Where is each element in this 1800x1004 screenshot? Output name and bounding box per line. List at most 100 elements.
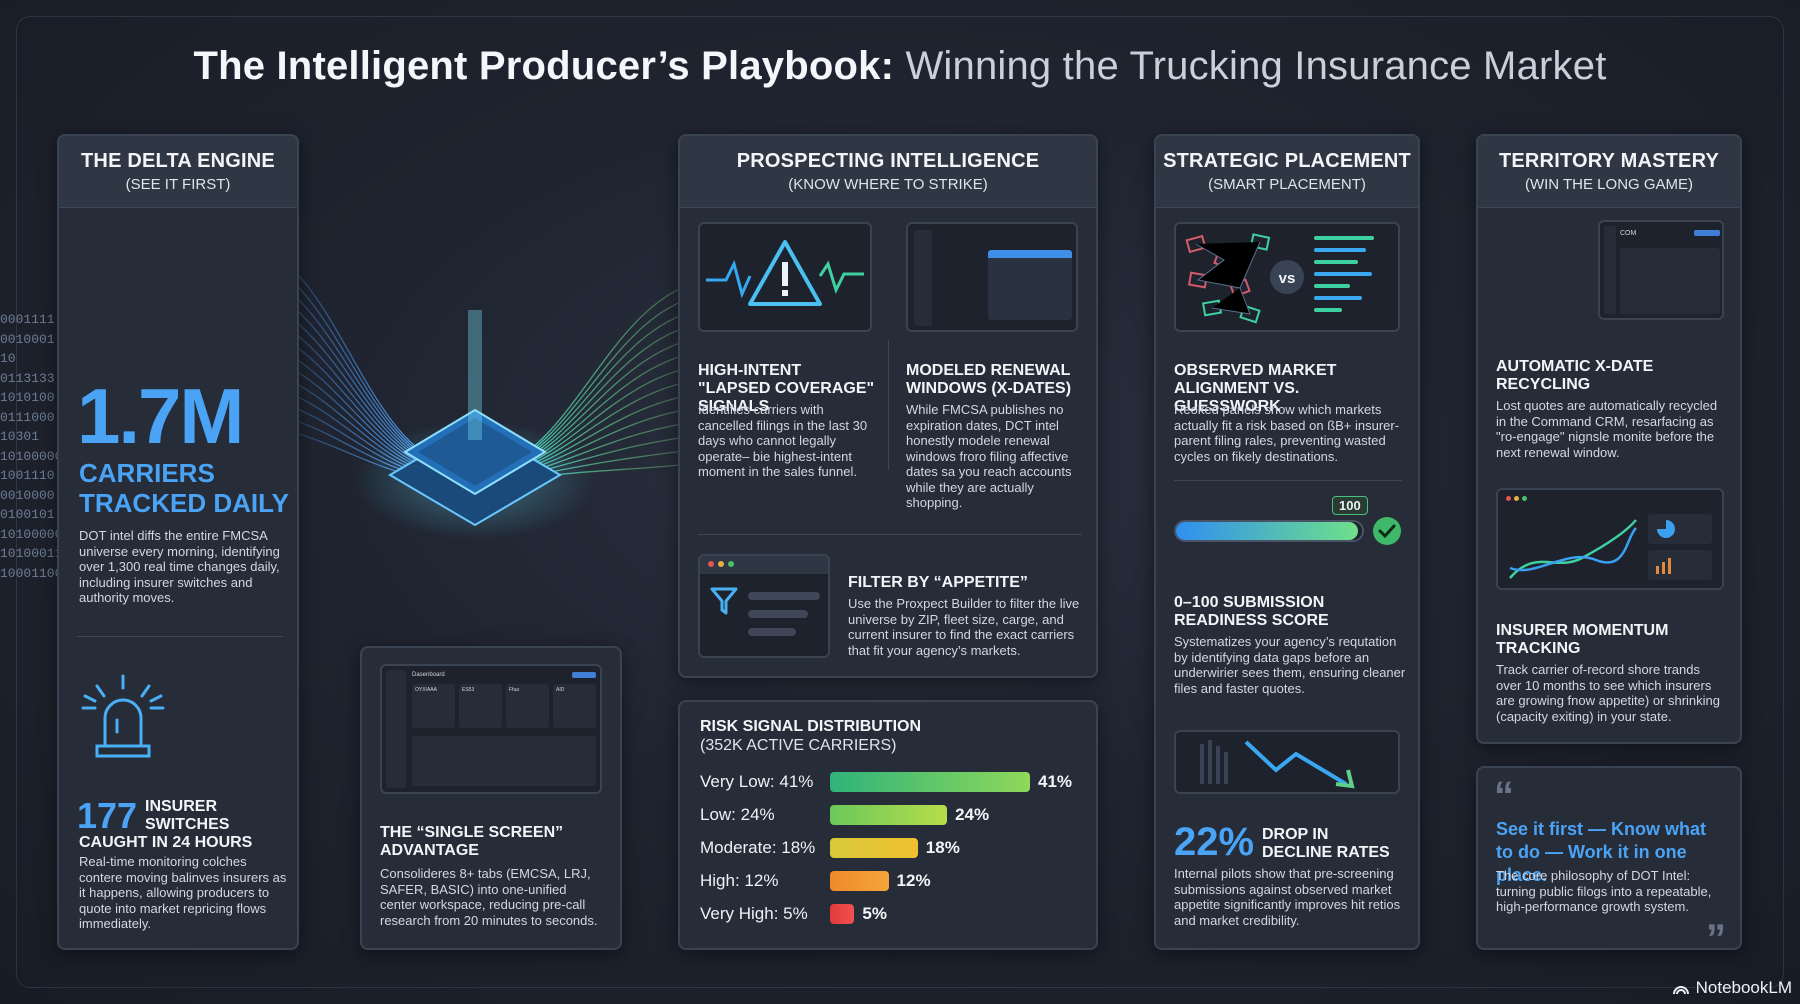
risk-bar-row: Moderate: 18% 18% (700, 836, 960, 860)
decline-label-drop: DROP IN (1262, 826, 1329, 843)
binary-line: 1001110 (0, 468, 55, 483)
risk-bar (830, 805, 948, 825)
risk-bar-row: High: 12% 12% (700, 869, 931, 893)
panel-philosophy-quote: “ See it first — Know what to do — Work … (1476, 766, 1742, 961)
crm-label: COM (1620, 230, 1637, 237)
risk-subtitle: (352K ACTIVE CARRIERS) (700, 737, 897, 754)
dashboard-card: OYXIAAA (412, 684, 455, 728)
binary-line: 10301 (0, 429, 40, 444)
market-alignment-description: Reoked panels show which markets actuall… (1174, 402, 1400, 464)
insurer-momentum-description: Track carrier of-record shore trands ove… (1496, 662, 1721, 724)
check-circle-icon (1373, 517, 1401, 545)
title-main: The Intelligent Producer’s Playbook: (193, 44, 895, 88)
filter-icon (710, 587, 738, 615)
risk-bar-label: Very Low: 41% (700, 772, 814, 791)
philosophy-headline: See it first — Know what to do — Work it… (1496, 819, 1707, 885)
scatter-vs-list-icon: vs (1185, 233, 1374, 324)
momentum-chart-illustration (1496, 488, 1724, 590)
decline-description: Internal pilots show that pre-screening … (1174, 866, 1401, 928)
binary-line: 1010100 (0, 390, 55, 405)
placement-list-bar (1314, 236, 1374, 240)
dashboard-screenshot: Dasenboard OYXIAAA ES53 Ffua AID (380, 664, 602, 794)
risk-bar-chart: Very Low: 41% 41% Low: 24% 24% Moderate: 18%… (700, 770, 1090, 940)
notebooklm-watermark: NotebookLM (1672, 978, 1792, 998)
risk-bar-value: 41% (1038, 772, 1073, 791)
decline-stat: 22% (1174, 820, 1255, 864)
binary-line: 10100011 (0, 546, 63, 561)
placement-list-bar (1314, 284, 1350, 288)
dashboard-button (572, 672, 596, 678)
crm-screenshot: COM (1598, 220, 1724, 320)
carriers-stat: 1.7M (77, 372, 244, 460)
philosophy-description: The core philosophy of DOT Intel: turnin… (1496, 868, 1712, 914)
x-date-recycling-description: Lost quotes are automatically recycled i… (1496, 398, 1718, 460)
readiness-score-description: Systematizes your agency’s requtation by… (1174, 634, 1406, 696)
switch-stat: 177 (77, 795, 138, 836)
switch-label-insurer: INSURER (145, 798, 218, 815)
panel-title: STRATEGIC PLACEMENT (1163, 150, 1411, 172)
delta-description: DOT intel diffs the entire FMCSA univers… (79, 528, 280, 605)
risk-bar-label: Low: 24% (700, 805, 775, 824)
risk-bar-value: 5% (862, 904, 887, 923)
panel-territory-mastery: TERRITORY MASTERY (WIN THE LONG GAME) CO… (1476, 134, 1742, 744)
filter-appetite-title: FILTER BY “APPETITE” (848, 574, 1028, 591)
close-quote-icon: ” (1706, 917, 1726, 961)
panel-title: TERRITORY MASTERY (1498, 150, 1720, 172)
insurer-momentum-title: INSURER MOMENTUM TRACKING (1496, 622, 1669, 657)
binary-line: 10001100 (0, 565, 63, 581)
risk-bar-value: 18% (925, 838, 960, 857)
x-date-recycling-title: AUTOMATIC X-DATE RECYCLING (1496, 358, 1654, 393)
panel-single-screen: Dasenboard OYXIAAA ES53 Ffua AID THE “SINGL… (360, 646, 622, 950)
placement-list-bar (1314, 260, 1358, 264)
panel-prospecting: PROSPECTING INTELLIGENCE (KNOW WHERE TO … (678, 134, 1098, 678)
panel-title: THE DELTA ENGINE (81, 150, 275, 172)
warning-signal-illustration (698, 222, 872, 332)
binary-decoration: 0001111 0010001 10 0113133 1010100 0111000 103… (0, 310, 63, 583)
stat-label-tracked: TRACKED DAILY (79, 488, 289, 518)
readiness-score-title: 0–100 SUBMISSION READINESS SCORE (1174, 594, 1329, 629)
panel-subtitle: (KNOW WHERE TO STRIKE) (788, 176, 988, 193)
title-rest: Winning the Trucking Insurance Market (894, 44, 1607, 88)
market-alignment-title: OBSERVED MARKET ALIGNMENT VS. GUESSWORK (1174, 362, 1337, 415)
placement-list (1314, 236, 1374, 312)
risk-bar-label: Very High: 5% (700, 904, 808, 923)
panel-subtitle: (WIN THE LONG GAME) (1524, 176, 1694, 193)
market-comparison-illustration: vs (1174, 222, 1400, 332)
dashboard-title: Dasenboard (412, 672, 445, 678)
placement-list-bar (1314, 272, 1372, 276)
panel-delta-engine: THE DELTA ENGINE (SEE IT FIRST) 1.7M CAR… (57, 134, 299, 950)
binary-line: 0010000 (0, 487, 55, 503)
notebooklm-logo-icon (1672, 986, 1689, 995)
decline-label-rates: DECLINE RATES (1262, 844, 1390, 861)
panel-header: THE DELTA ENGINE (SEE IT FIRST) (59, 136, 297, 208)
dashboard-card: ES53 (459, 684, 502, 728)
panel-strategic-placement: STRATEGIC PLACEMENT (SMART PLACEMENT) vs… (1154, 134, 1420, 950)
alarm-icon (81, 674, 165, 758)
risk-bar-label: Moderate: 18% (700, 838, 816, 857)
panel-subtitle: (SEE IT FIRST) (125, 176, 231, 193)
panel-header: PROSPECTING INTELLIGENCE (KNOW WHERE TO … (680, 136, 1096, 208)
placement-list-bar (1314, 296, 1362, 300)
chip-icon (388, 310, 562, 527)
binary-line: 0113133 (0, 370, 55, 386)
single-screen-description: Consolideres 8+ tabs (EMCSA, LRJ, SAFER,… (380, 866, 598, 928)
dashboard-sidebar (386, 670, 406, 788)
binary-line: 10100000 (0, 526, 63, 542)
risk-bar (830, 772, 1030, 792)
risk-bar-label: High: 12% (700, 871, 779, 890)
placement-list-bar (1314, 248, 1366, 252)
risk-bar-row: Very Low: 41% 41% (700, 770, 1072, 794)
panel-header: STRATEGIC PLACEMENT (SMART PLACEMENT) (1156, 136, 1418, 208)
page-title: The Intelligent Producer’s Playbook: Win… (0, 44, 1800, 89)
score-badge: 100 (1332, 496, 1368, 515)
risk-bar (830, 838, 918, 858)
open-quote-icon: “ (1494, 774, 1514, 818)
binary-line: 10100000 (0, 448, 63, 464)
risk-bar-row: Very High: 5% 5% (700, 902, 887, 926)
decline-chart-illustration (1174, 730, 1400, 794)
risk-title: RISK SIGNAL DISTRIBUTION (700, 718, 922, 735)
trend-down-icon (1200, 740, 1355, 789)
binary-line: 0100101 (0, 507, 55, 522)
lapsed-coverage-description: Identifies carriers with cancelled filin… (698, 402, 868, 479)
filter-appetite-description: Use the Proxpect Builder to filter the l… (848, 596, 1080, 658)
